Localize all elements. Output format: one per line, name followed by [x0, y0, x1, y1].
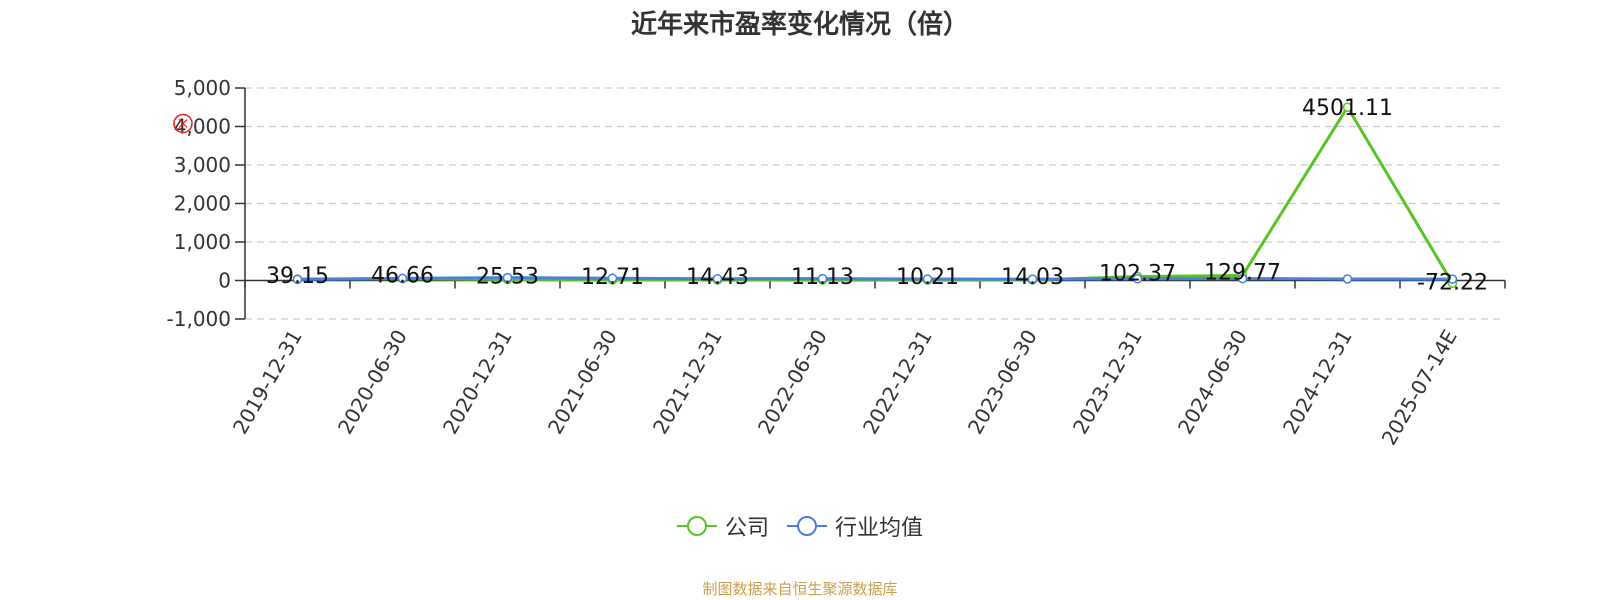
- x-tick-label: 2025-07-14E: [1377, 326, 1462, 450]
- legend-company-swatch-icon: [676, 516, 717, 536]
- data-point-industry: [712, 274, 723, 284]
- data-point-industry: [1027, 274, 1038, 284]
- line-chart: 5,000 4,000 3,000 2,000 1,000 0 -1,0002019-12-…: [167, 76, 1506, 450]
- source-note: 制图数据来自恒生聚源数据库: [702, 580, 898, 598]
- data-label: 129.77: [1204, 261, 1281, 286]
- y-tick-label: -1,000: [167, 307, 231, 331]
- chart-title: 近年来市盈率变化情况（倍）: [630, 10, 969, 40]
- data-point-industry: [1447, 274, 1458, 284]
- legend-item-company[interactable]: 公司: [676, 510, 769, 542]
- data-point-industry: [922, 274, 933, 284]
- data-label: 4501.11: [1302, 96, 1393, 121]
- y-tick-label: 3,000: [174, 153, 231, 177]
- data-label: 46.66: [371, 264, 434, 289]
- x-tick-label: 2023-12-31: [1068, 326, 1147, 439]
- legend-industry-label: 行业均值: [835, 516, 924, 541]
- series-line-industry: [297, 276, 1453, 281]
- x-tick-label: 2023-06-30: [963, 326, 1042, 439]
- data-label: 102.37: [1099, 262, 1176, 287]
- legend: 公司 行业均值: [0, 510, 1600, 542]
- y-tick-label: 4,000: [174, 115, 231, 139]
- data-label: 14.43: [686, 265, 749, 290]
- y-tick-label: 1,000: [174, 230, 231, 254]
- data-point-company: [1342, 102, 1353, 112]
- data-point-industry: [502, 272, 513, 283]
- x-tick-label: 2020-12-31: [438, 326, 517, 439]
- series-line-company: [297, 105, 1454, 285]
- data-label: 11.13: [791, 265, 854, 290]
- data-label: 12.71: [581, 265, 644, 290]
- x-tick-label: 2022-06-30: [753, 326, 832, 439]
- x-tick-label: 2019-12-31: [228, 326, 307, 439]
- seal-icon: [173, 113, 193, 134]
- y-tick-label: 0: [218, 269, 231, 293]
- x-tick-label: 2024-06-30: [1173, 326, 1252, 439]
- x-tick-label: 2024-12-31: [1278, 326, 1357, 439]
- data-label: -72.22: [1417, 271, 1488, 296]
- data-label: 39.15: [266, 264, 329, 289]
- data-point-industry: [397, 273, 408, 284]
- legend-item-industry[interactable]: 行业均值: [787, 510, 923, 542]
- y-tick-label: 2,000: [174, 192, 231, 216]
- data-label: 10.21: [896, 265, 959, 290]
- data-point-industry: [1237, 273, 1248, 284]
- x-tick-label: 2020-06-30: [333, 326, 412, 439]
- data-label: 25.53: [476, 265, 539, 290]
- data-point-industry: [607, 273, 618, 283]
- x-tick-label: 2021-12-31: [648, 326, 727, 439]
- data-point-industry: [817, 273, 828, 284]
- data-label: 14.03: [1001, 265, 1064, 290]
- legend-company-label: 公司: [724, 516, 769, 541]
- y-tick-label: 5,000: [174, 76, 231, 100]
- data-point-industry: [292, 274, 303, 285]
- data-point-industry: [1342, 274, 1353, 284]
- x-tick-label: 2022-12-31: [858, 326, 937, 439]
- data-point-industry: [1132, 274, 1143, 284]
- seal-icon-mark: [178, 119, 188, 128]
- legend-industry-swatch-icon: [787, 516, 827, 536]
- x-tick-label: 2021-06-30: [543, 326, 622, 439]
